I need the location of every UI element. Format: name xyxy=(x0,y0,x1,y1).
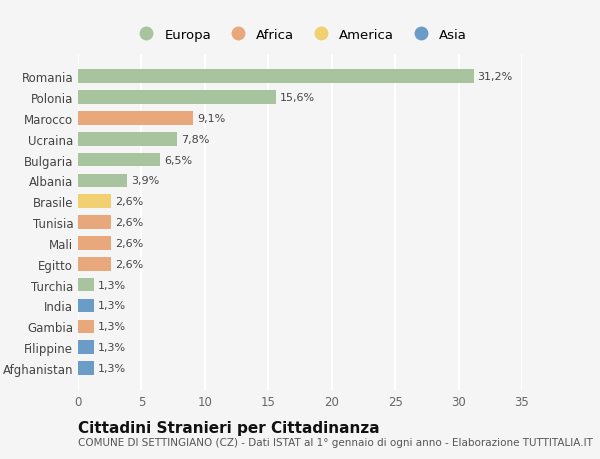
Text: 31,2%: 31,2% xyxy=(478,72,513,82)
Text: 2,6%: 2,6% xyxy=(115,259,143,269)
Bar xyxy=(78,70,474,84)
Text: 1,3%: 1,3% xyxy=(98,342,127,353)
Bar xyxy=(78,133,177,146)
Bar xyxy=(78,237,111,250)
Text: 1,3%: 1,3% xyxy=(98,363,127,373)
Text: 2,6%: 2,6% xyxy=(115,238,143,248)
Bar xyxy=(78,299,94,313)
Bar xyxy=(78,91,276,105)
Text: 1,3%: 1,3% xyxy=(98,280,127,290)
Text: 1,3%: 1,3% xyxy=(98,301,127,311)
Bar xyxy=(78,257,111,271)
Bar xyxy=(78,278,94,292)
Bar xyxy=(78,174,127,188)
Text: 2,6%: 2,6% xyxy=(115,197,143,207)
Text: 15,6%: 15,6% xyxy=(280,93,315,103)
Legend: Europa, Africa, America, Asia: Europa, Africa, America, Asia xyxy=(129,25,471,46)
Bar xyxy=(78,341,94,354)
Text: 1,3%: 1,3% xyxy=(98,322,127,331)
Bar xyxy=(78,153,160,167)
Text: COMUNE DI SETTINGIANO (CZ) - Dati ISTAT al 1° gennaio di ogni anno - Elaborazion: COMUNE DI SETTINGIANO (CZ) - Dati ISTAT … xyxy=(78,437,593,447)
Text: 6,5%: 6,5% xyxy=(164,155,193,165)
Text: Cittadini Stranieri per Cittadinanza: Cittadini Stranieri per Cittadinanza xyxy=(78,420,380,435)
Text: 7,8%: 7,8% xyxy=(181,134,209,145)
Text: 3,9%: 3,9% xyxy=(131,176,160,186)
Bar xyxy=(78,195,111,208)
Text: 9,1%: 9,1% xyxy=(197,114,226,123)
Text: 2,6%: 2,6% xyxy=(115,218,143,228)
Bar xyxy=(78,320,94,333)
Bar xyxy=(78,112,193,125)
Bar xyxy=(78,216,111,230)
Bar xyxy=(78,361,94,375)
